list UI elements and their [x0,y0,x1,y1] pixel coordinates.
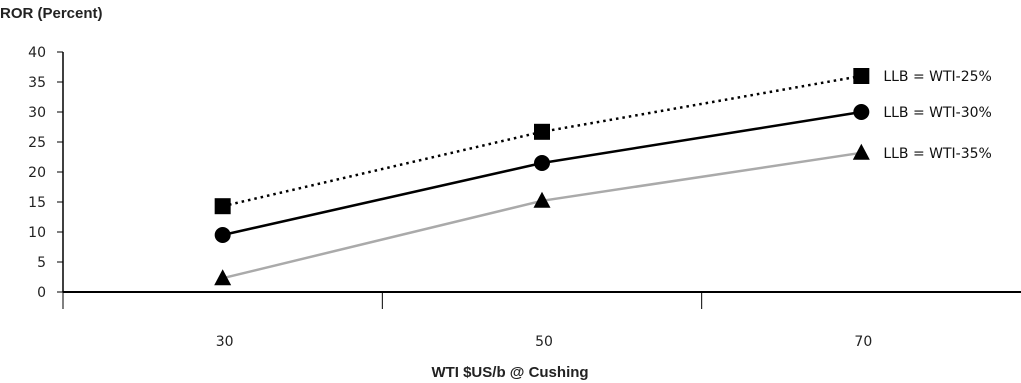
data-point-square [853,68,870,84]
x-tick-label: 30 [216,334,234,350]
plot-area: LLB = WTI-25% LLB = WTI-30% LLB = WTI-35% [214,68,992,286]
y-tick-label: 20 [28,165,46,181]
legend-label: LLB = WTI-30% [883,105,992,121]
x-axis: 30 50 70 [62,291,1021,350]
data-point-square [534,123,550,140]
y-tick-label: 5 [37,255,46,271]
y-tick-label: 25 [28,135,46,151]
series: LLB = WTI-35% [214,143,992,286]
data-point-circle [534,155,550,171]
legend-label: LLB = WTI-25% [883,69,992,85]
y-tick-label: 15 [28,195,46,211]
y-axis: 0 5 10 15 20 25 30 35 40 [28,45,64,301]
data-point-circle [214,227,231,243]
y-tick-label: 40 [28,45,46,61]
y-axis-title: ROR (Percent) [0,5,103,22]
data-point-square [214,198,231,215]
data-point-circle [853,104,870,120]
x-axis-title: WTI $US/b @ Cushing [431,364,588,381]
series: LLB = WTI-30% [214,104,992,243]
data-point-triangle [533,191,551,208]
series-line [222,151,862,280]
x-tick-label: 70 [854,334,872,350]
y-tick-label: 35 [28,75,46,91]
x-tick-label: 50 [535,334,553,350]
data-point-triangle [214,269,232,286]
y-tick-label: 0 [37,285,46,301]
y-tick-label: 10 [28,225,46,241]
series-line [222,74,862,208]
data-point-triangle [852,143,870,160]
series: LLB = WTI-25% [214,68,992,215]
y-tick-label: 30 [28,105,46,121]
legend-label: LLB = WTI-35% [883,146,992,162]
